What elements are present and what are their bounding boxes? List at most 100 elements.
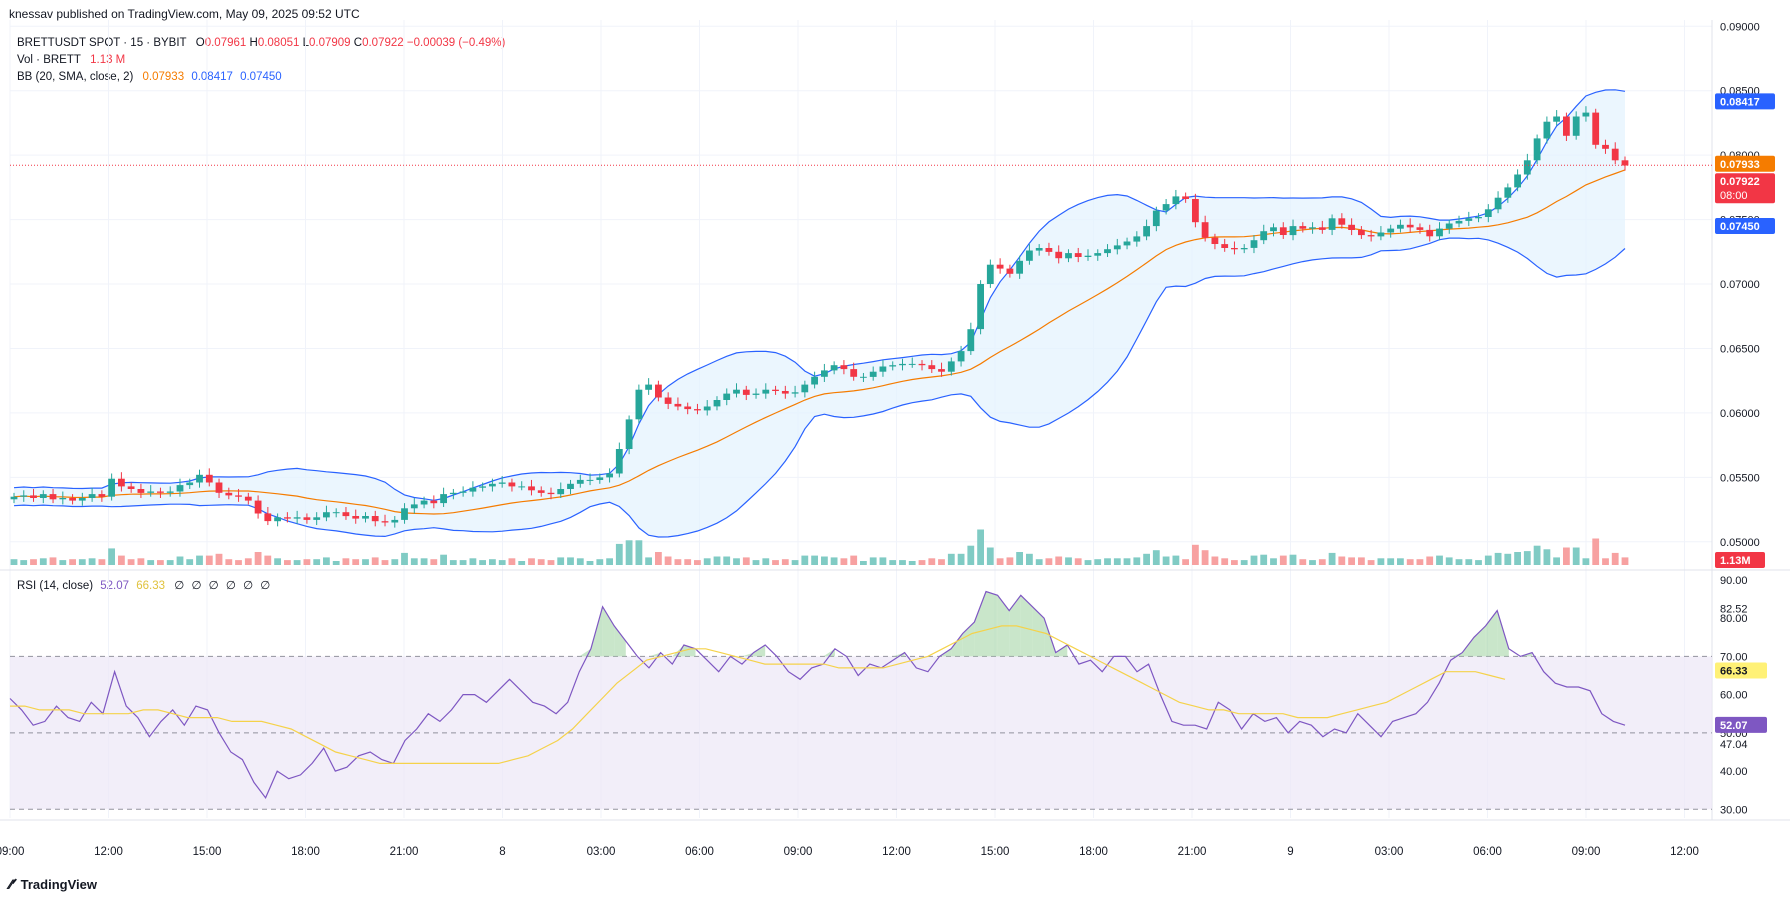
candle-body [215, 482, 223, 493]
low-value: 0.07909 [309, 37, 351, 49]
candle-body [606, 473, 613, 478]
volume-bar [1045, 558, 1053, 565]
tradingview-logo[interactable]: ⁄⁄ᐟ TradingView [9, 876, 97, 893]
volume-bar [1377, 558, 1385, 565]
candle-body [69, 498, 76, 501]
volume-bar [1299, 559, 1307, 565]
candle-body [899, 363, 906, 366]
volume-bar [1563, 547, 1570, 565]
candle-body [1221, 244, 1229, 248]
candle-body [1318, 227, 1326, 230]
volume-bar [381, 560, 389, 565]
rsi-label: RSI (14, close) [17, 580, 94, 592]
volume-bar [1484, 555, 1492, 565]
candle-body [30, 495, 37, 498]
candle-body [10, 496, 18, 500]
candle-body [1299, 226, 1307, 229]
candle-body [908, 363, 916, 365]
volume-bar [567, 557, 574, 565]
volume-bar [78, 559, 86, 565]
candle-body [303, 517, 311, 520]
volume-bar [1553, 557, 1560, 565]
volume-bar [1289, 554, 1297, 565]
candle-body [791, 392, 799, 394]
legend-volume-row[interactable]: Vol · BRETT 1.13 M [17, 52, 505, 69]
candle-body [1348, 224, 1355, 230]
lower-band-label: 0.07450 [1720, 221, 1760, 233]
volume-bar [1328, 552, 1336, 565]
candle-body [1192, 199, 1199, 223]
candle-body [1484, 209, 1492, 217]
volume-bar [986, 547, 994, 565]
candle-body [1621, 160, 1629, 166]
volume-bar [1475, 560, 1482, 565]
candle-body [118, 478, 125, 487]
candle-body [1465, 218, 1473, 221]
volume-bar [1016, 552, 1023, 565]
bb-band-fill [14, 89, 1625, 538]
candle-body [1152, 210, 1160, 227]
volume-bar [30, 559, 37, 565]
close-value: 0.07922 [362, 37, 404, 49]
volume-bar [1201, 550, 1209, 565]
candle-body [567, 483, 574, 489]
legend-symbol-row[interactable]: BRETTUSDT SPOT · 15 · BYBIT O0.07961 H0.… [17, 35, 505, 52]
volume-bar [469, 558, 477, 565]
volume-bar [1026, 553, 1033, 565]
volume-bar [1240, 560, 1248, 565]
volume-bar [10, 559, 18, 565]
candle-body [1377, 232, 1385, 237]
volume-bar [1094, 559, 1102, 565]
rsi-overbought-fill [672, 645, 684, 657]
candle-body [1016, 260, 1023, 274]
volume-value: 1.13 M [90, 54, 126, 66]
bb-lower-value: 0.07450 [240, 71, 282, 83]
volume-bar [869, 557, 877, 565]
candle-body [108, 478, 115, 497]
bb-upper-line [13, 89, 1626, 501]
candle-body [1123, 241, 1131, 246]
candle-body [78, 498, 86, 501]
legend-bb-row[interactable]: BB (20, SMA, close, 2) 0.07933 0.08417 0… [17, 69, 505, 86]
volume-bar [1279, 555, 1287, 565]
candle-body [166, 491, 174, 493]
volume-bar [606, 558, 613, 565]
volume-bar [1621, 557, 1629, 565]
rsi-legend[interactable]: RSI (14, close) 52.07 66.33 ∅ ∅ ∅ ∅ ∅ ∅ [17, 578, 272, 592]
volume-bar [1523, 551, 1531, 565]
volume-bar [1358, 557, 1365, 565]
candle-body [157, 491, 164, 493]
candle-body [1026, 250, 1033, 261]
candle-body [1279, 227, 1287, 235]
change-value: −0.00039 (−0.49%) [406, 37, 506, 49]
volume-bar [449, 560, 457, 565]
volume-bar [811, 555, 818, 565]
volume-bar [1572, 547, 1580, 565]
high-key: H [249, 37, 258, 49]
rsi-min-label: 47.04 [1720, 739, 1748, 751]
volume-bar [694, 560, 701, 565]
candle-body [1494, 197, 1502, 210]
volume-bar [108, 548, 115, 565]
volume-bar [703, 558, 711, 565]
volume-bar [88, 558, 96, 565]
volume-bar [752, 560, 760, 565]
volume-bar [410, 558, 418, 565]
candle-body [664, 397, 672, 404]
candle-body [459, 491, 467, 493]
candle-body [362, 516, 369, 519]
candle-body [1104, 249, 1111, 254]
candle-body [1358, 229, 1365, 236]
upper-band-label: 0.08417 [1720, 96, 1760, 108]
rsi-value: 52.07 [100, 580, 130, 592]
volume-bar [1416, 559, 1424, 565]
candle-body [655, 384, 662, 398]
rsi-overbought-fill [1055, 645, 1068, 657]
candle-body [1611, 148, 1619, 161]
volume-bar [1123, 558, 1131, 565]
upper-band-label-bg [1715, 93, 1775, 110]
candle-body [694, 409, 701, 411]
volume-bar [1455, 559, 1463, 565]
rsi-overbought-fill [1450, 652, 1463, 657]
